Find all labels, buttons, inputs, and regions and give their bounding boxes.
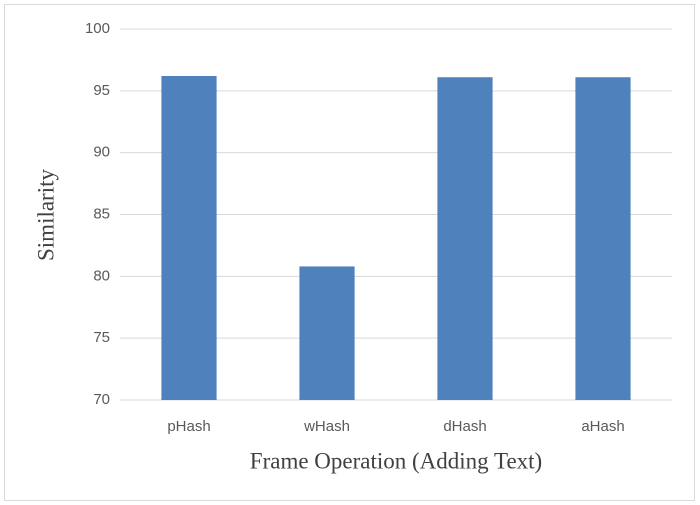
x-tick-label: pHash [167, 418, 210, 435]
x-tick-label: wHash [303, 418, 350, 435]
y-tick-label: 100 [85, 20, 110, 37]
y-tick-label: 80 [93, 267, 110, 284]
x-tick-label: dHash [443, 418, 486, 435]
bar [575, 77, 631, 400]
bar [161, 75, 217, 400]
bar [299, 266, 355, 400]
x-tick-label: aHash [581, 418, 624, 435]
bar [437, 77, 493, 400]
y-tick-label: 95 [93, 82, 110, 99]
y-tick-label: 90 [93, 144, 110, 161]
y-axis-title: Similarity [33, 169, 58, 262]
y-tick-label: 70 [93, 391, 110, 408]
y-tick-label: 75 [93, 329, 110, 346]
x-axis-title: Frame Operation (Adding Text) [250, 448, 542, 473]
y-tick-label: 85 [93, 205, 110, 222]
